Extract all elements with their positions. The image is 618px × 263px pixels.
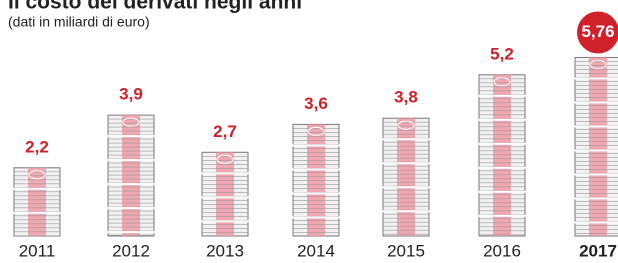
- bundle-gap: [201, 196, 249, 198]
- bundle-gap: [201, 172, 249, 174]
- bundle-gap: [13, 212, 61, 214]
- bundle-gap: [382, 162, 430, 164]
- value-label: 3,6: [304, 94, 328, 113]
- bundle-gap: [292, 144, 340, 146]
- bundle-gap: [201, 220, 249, 222]
- bundle-gap: [574, 173, 618, 175]
- x-tick-label: 2014: [297, 241, 335, 260]
- value-label: 3,8: [394, 88, 418, 107]
- bill-band: [216, 152, 234, 236]
- value-label: 2,7: [213, 122, 237, 141]
- chart-title: Il costo dei derivati negli anni: [8, 0, 302, 14]
- bundle-gap: [107, 183, 155, 185]
- bundle-gap: [107, 231, 155, 233]
- bundle-gap: [292, 192, 340, 194]
- bundle-gap: [382, 186, 430, 188]
- bundle-gap: [382, 210, 430, 212]
- chart-subtitle: (dati in miliardi di euro): [8, 14, 150, 30]
- bill-band: [28, 168, 46, 236]
- bundle-gap: [478, 191, 526, 193]
- bundle-gap: [478, 167, 526, 169]
- value-label: 3,9: [119, 85, 143, 104]
- value-label: 2,2: [25, 137, 49, 156]
- x-tick-label: 2011: [19, 241, 56, 260]
- bundle-gap: [107, 159, 155, 161]
- bundle-gap: [478, 215, 526, 217]
- bundle-gap: [478, 95, 526, 97]
- bundle-gap: [107, 135, 155, 137]
- bill-band: [122, 115, 140, 236]
- bundle-gap: [292, 168, 340, 170]
- bundle-gap: [292, 216, 340, 218]
- value-label: 5,2: [490, 44, 514, 63]
- x-tick-label: 2015: [387, 241, 425, 260]
- bundle-gap: [382, 138, 430, 140]
- bundle-gap: [478, 143, 526, 145]
- bundle-gap: [574, 149, 618, 151]
- bundle-gap: [107, 207, 155, 209]
- bundle-gap: [574, 101, 618, 103]
- bundle-gap: [574, 125, 618, 127]
- bundle-gap: [574, 77, 618, 79]
- chart: Il costo dei derivati negli anni (dati i…: [0, 0, 618, 263]
- x-tick-label: 2012: [112, 241, 150, 260]
- bundle-gap: [13, 188, 61, 190]
- x-tick-label: 2017: [579, 241, 617, 260]
- x-tick-label: 2013: [206, 241, 244, 260]
- bundle-gap: [574, 197, 618, 199]
- bundle-gap: [574, 221, 618, 223]
- value-label: 5,76: [581, 22, 614, 41]
- bundle-gap: [478, 119, 526, 121]
- x-tick-label: 2016: [483, 241, 521, 260]
